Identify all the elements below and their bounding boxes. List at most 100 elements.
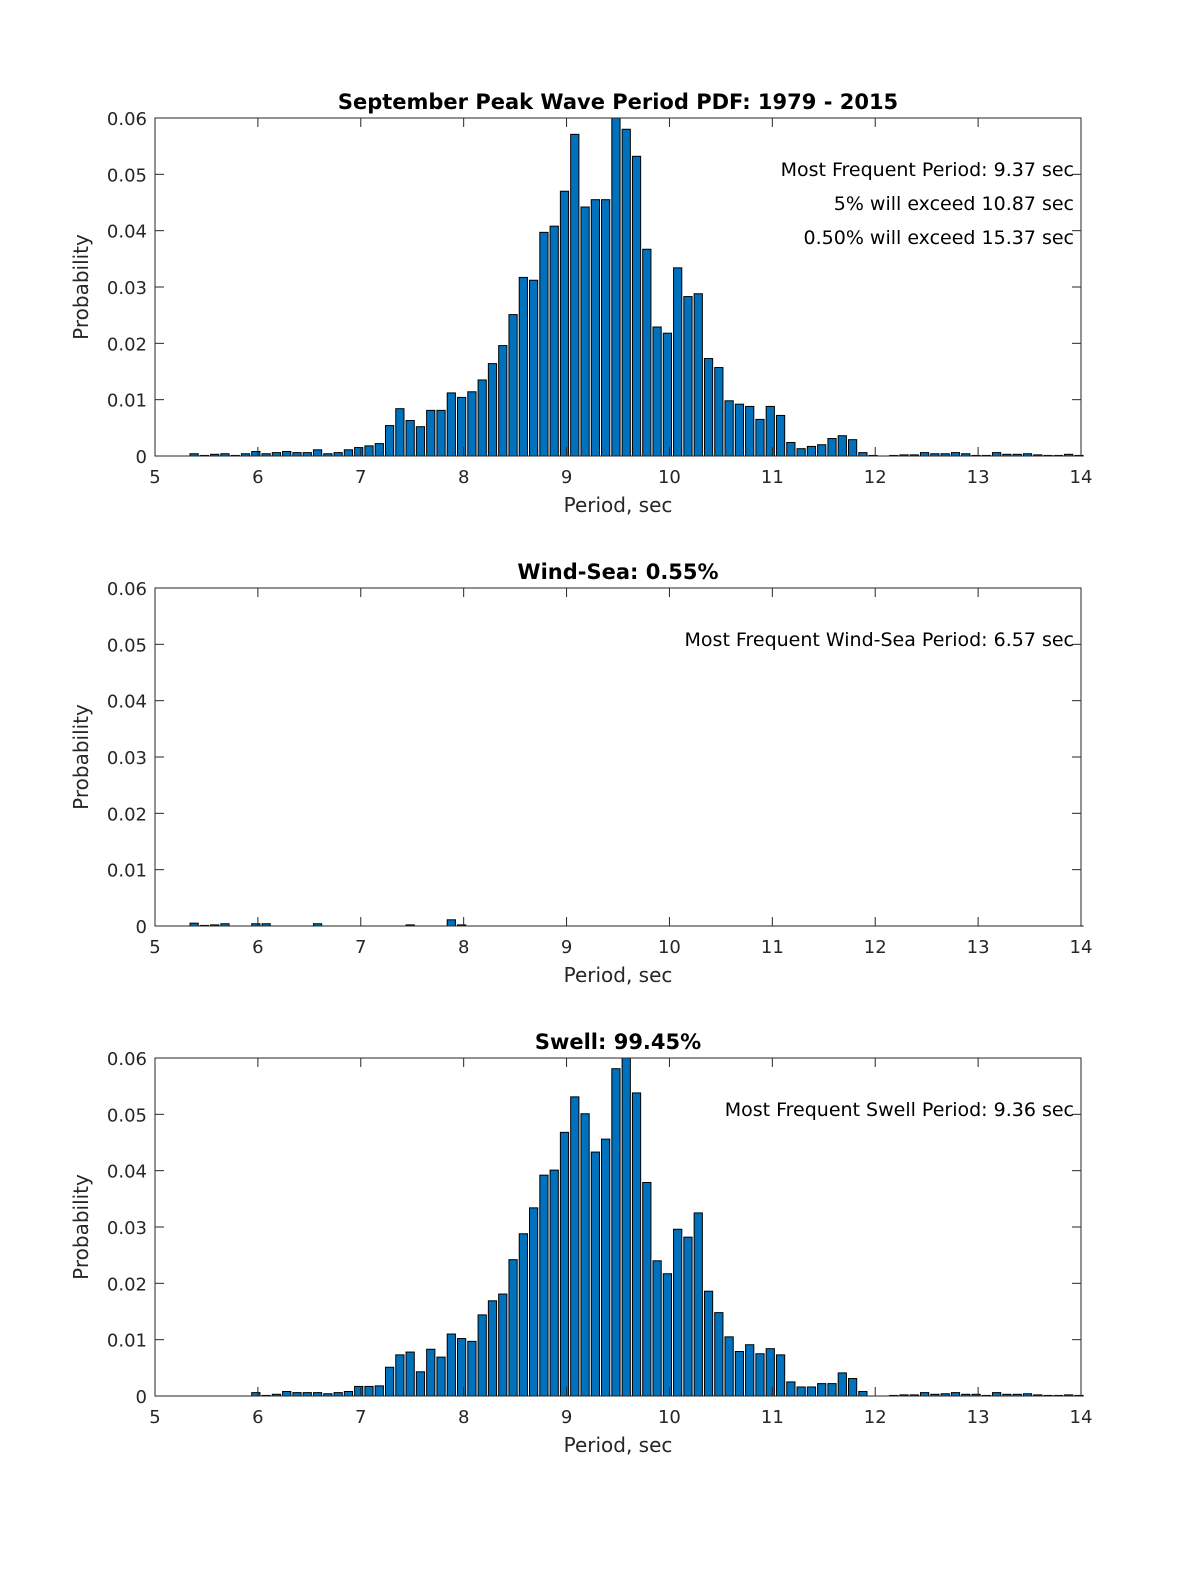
bar [396,409,404,456]
x-tick-label: 13 [967,1407,990,1428]
bar [427,410,435,456]
bar [653,1261,661,1396]
x-tick-label: 6 [252,467,263,488]
bar [437,1357,445,1396]
bar [591,200,599,456]
bar [787,1382,795,1396]
x-tick-label: 7 [355,467,366,488]
annotation: Most Frequent Period: 9.37 sec [781,159,1074,181]
bar [406,421,414,456]
y-tick-label: 0.02 [107,804,147,825]
chart-title: Swell: 99.45% [535,1030,701,1054]
x-tick-label: 6 [252,1407,263,1428]
bar [643,249,651,456]
x-tick-label: 5 [149,467,160,488]
bar [530,280,538,456]
y-tick-label: 0.05 [107,1105,147,1126]
x-tick-label: 13 [967,467,990,488]
y-tick-label: 0.06 [107,579,147,600]
bar [406,1352,414,1396]
bar [920,453,928,456]
bar [622,129,630,456]
bar [797,1387,805,1396]
y-tick-label: 0.03 [107,278,147,299]
bar [334,453,342,456]
bar [550,1170,558,1396]
bar [694,1213,702,1396]
bar [612,1069,620,1396]
bar [756,419,764,456]
bar [365,1386,373,1396]
bar [571,134,579,456]
bar [355,448,363,456]
y-tick-label: 0.03 [107,1218,147,1239]
bar [252,1393,260,1396]
annotation: 0.50% will exceed 15.37 sec [804,227,1074,249]
bar [807,446,815,456]
bar [622,1058,630,1396]
bar [560,1132,568,1396]
bar [993,1393,1001,1396]
bar [313,1393,321,1396]
x-tick-label: 11 [761,937,784,958]
bar [612,118,620,456]
bar [674,268,682,456]
bar [838,1373,846,1396]
x-axis-label: Period, sec [564,1433,673,1457]
bar [344,1391,352,1396]
bar [632,1093,640,1396]
bar [828,439,836,456]
bar [344,450,352,456]
bar [303,1393,311,1396]
bar [818,445,826,456]
bar [478,380,486,456]
y-tick-label: 0 [136,917,147,938]
bar [478,1315,486,1396]
x-tick-label: 8 [458,937,469,958]
bar [684,297,692,456]
bar [756,1354,764,1396]
bar [396,1355,404,1396]
bar [653,327,661,456]
bar [735,404,743,456]
bar [766,406,774,456]
bar [766,1349,774,1396]
annotation: Most Frequent Swell Period: 9.36 sec [725,1099,1074,1121]
x-tick-label: 10 [658,467,681,488]
y-tick-label: 0.05 [107,635,147,656]
bar [488,364,496,456]
y-tick-label: 0.01 [107,391,147,412]
bar [313,450,321,456]
bar [776,415,784,456]
bar [828,1384,836,1396]
y-tick-label: 0.03 [107,748,147,769]
y-tick-label: 0 [136,447,147,468]
bar [385,426,393,456]
bar [746,406,754,456]
x-tick-label: 10 [658,1407,681,1428]
x-tick-label: 12 [864,467,887,488]
bar [807,1387,815,1396]
y-tick-label: 0.01 [107,1331,147,1352]
y-tick-label: 0.04 [107,1162,147,1183]
bar [509,1260,517,1396]
y-tick-label: 0.04 [107,222,147,243]
bar [715,368,723,456]
bar [920,1393,928,1396]
bar [848,440,856,456]
y-tick-label: 0.05 [107,165,147,186]
y-tick-label: 0.02 [107,334,147,355]
bar [643,1182,651,1396]
y-tick-label: 0.06 [107,109,147,130]
bar [725,401,733,456]
bar [715,1313,723,1396]
bar [365,446,373,456]
bar [540,232,548,456]
bar [591,1152,599,1396]
bar [859,1391,867,1396]
x-tick-label: 6 [252,937,263,958]
bar [859,453,867,456]
